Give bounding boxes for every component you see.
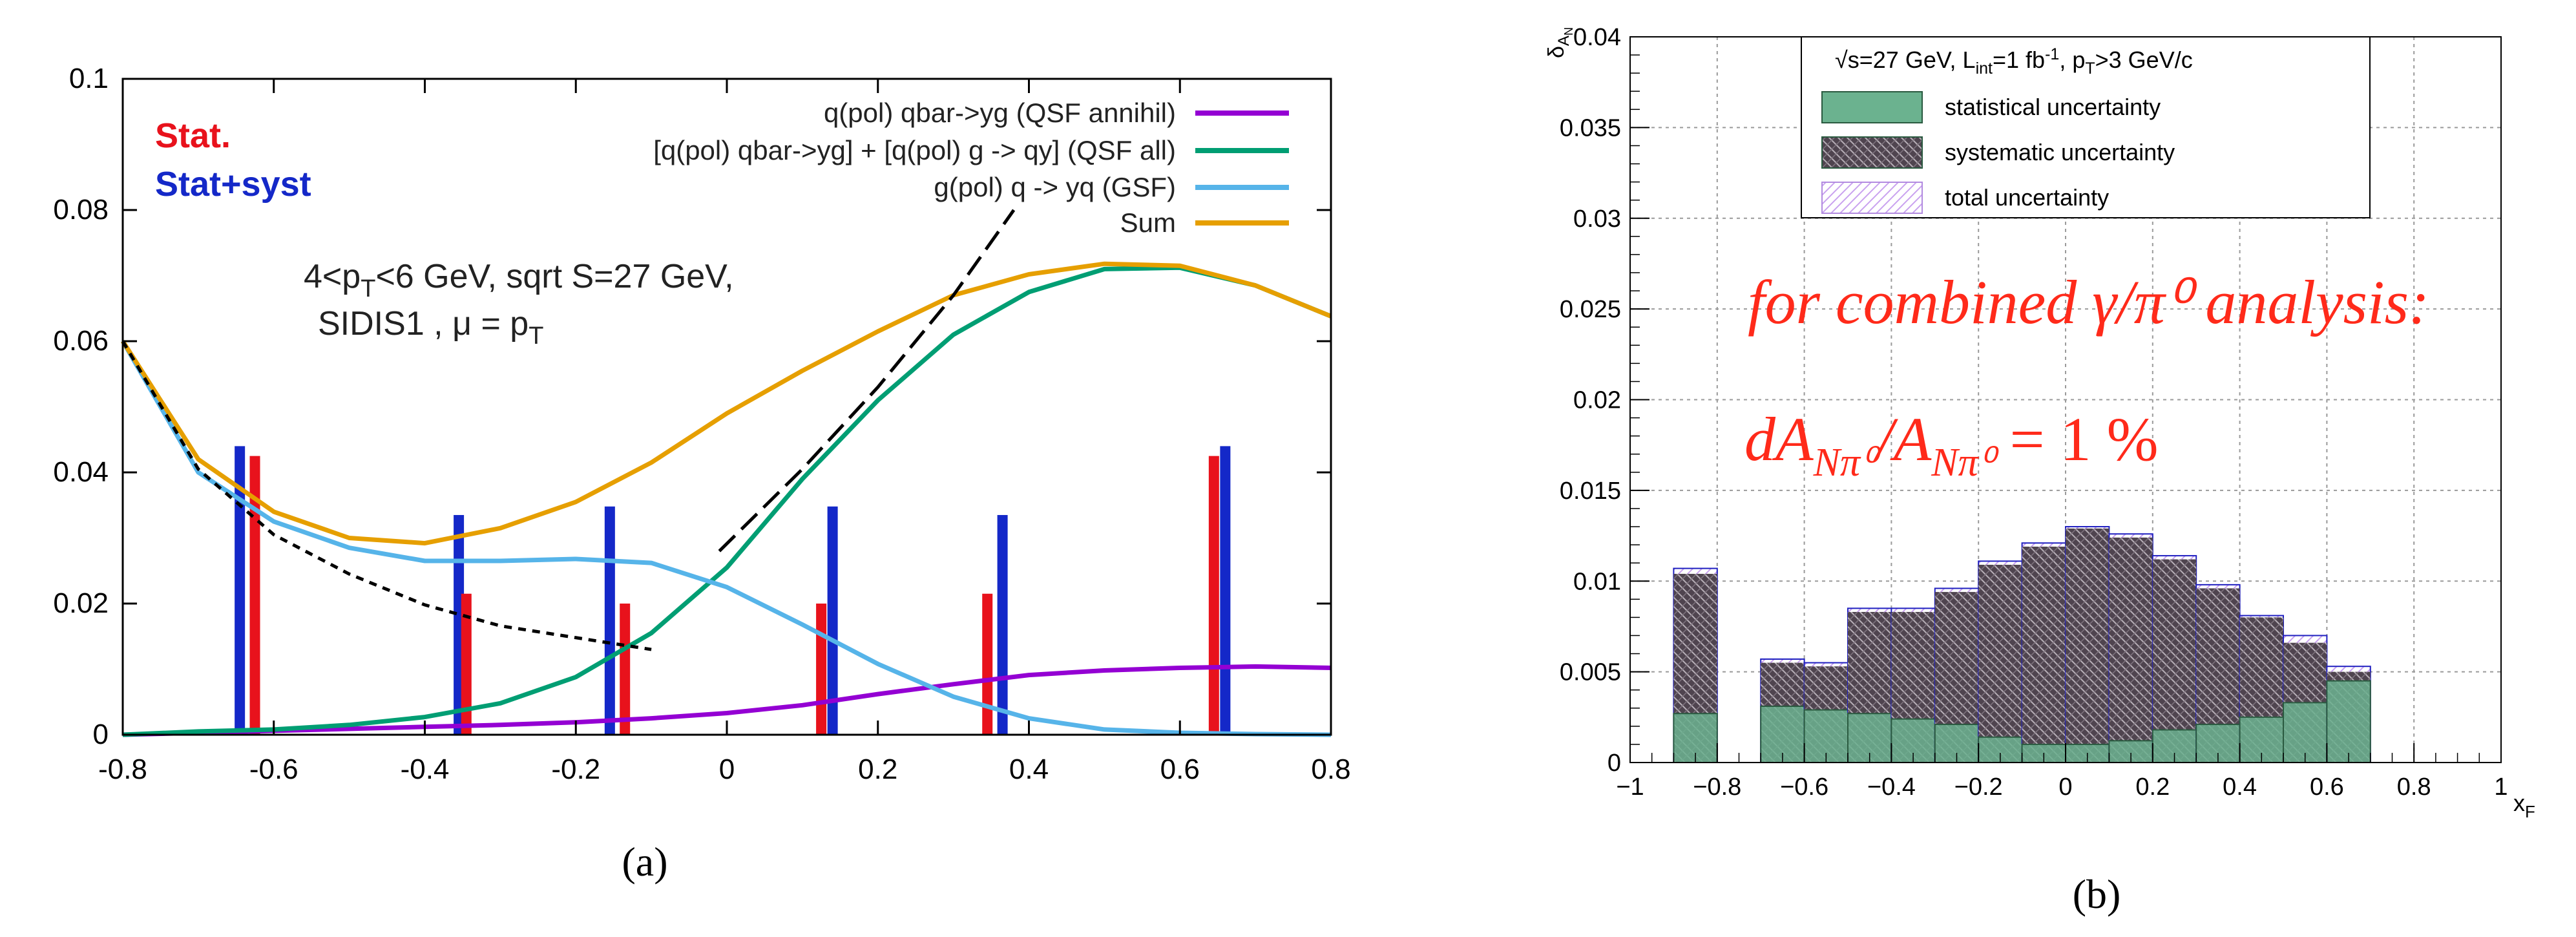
y-tick-label: 0.035	[1560, 114, 1621, 142]
stat-bar	[982, 593, 993, 735]
panel-b-annotation-line2: dANπ⁰/ANπ⁰ = 1 %	[1744, 405, 2159, 485]
stat-syst-bar	[997, 514, 1008, 735]
x-tick-label: 0	[719, 753, 735, 785]
y-tick-label: 0.02	[1573, 387, 1621, 414]
stat-syst-bar	[1220, 446, 1231, 735]
y-tick-label: 0.1	[69, 63, 109, 94]
stat-label: Stat.	[155, 116, 231, 155]
x-tick-label: -0.6	[249, 753, 298, 785]
x-tick-label: 0.4	[1009, 753, 1049, 785]
statistical-uncertainty-bin	[2326, 680, 2371, 763]
panel-a-legend: q(pol) qbar->yg (QSF annihil) [q(pol) qba…	[653, 98, 1289, 238]
panel-b-legend-entries: statistical uncertainty systematic uncert…	[1821, 91, 2175, 214]
legend-label: statistical uncertainty	[1945, 94, 2161, 120]
panel-b-xlabel: xF	[2513, 790, 2535, 821]
y-tick-label: 0.08	[53, 194, 109, 226]
x-tick-label: -0.4	[401, 753, 450, 785]
y-tick-label: 0	[1607, 750, 1621, 777]
x-tick-label: 0.8	[1311, 753, 1350, 785]
x-tick-label: −0.2	[1954, 774, 2003, 801]
legend-swatch-statistical	[1821, 91, 1923, 123]
legend-label: total uncertainty	[1945, 184, 2109, 211]
systematic-uncertainty-bin	[2109, 537, 2153, 763]
statistical-uncertainty-bin	[1803, 709, 1849, 764]
panel-b-caption: (b)	[2073, 871, 2121, 917]
panel-a-ticks: 0 0.02 0.04 0.06 0.08 0.1 -0.8 -0.6 -0.4 -0.2 0 0.2…	[53, 63, 1350, 785]
x-tick-label: 0.2	[858, 753, 897, 785]
systematic-uncertainty-bin	[2066, 528, 2110, 763]
x-tick-label: 0.6	[2310, 774, 2344, 801]
y-tick-label: 0.04	[1573, 24, 1621, 51]
stat-bar	[461, 593, 472, 735]
panel-b-legend-header: √s=27 GeV, Lint=1 fb-1, pT>3 GeV/c	[1835, 45, 2193, 78]
qsf-all-line	[122, 265, 1332, 737]
legend-label: [q(pol) qbar->yg] + [q(pol) g -> qy] (QS…	[653, 135, 1176, 165]
panel-b-ticks: 0 0.005 0.01 0.015 0.02 0.025 0.03 0.035 0.04 −1 −…	[1560, 24, 2508, 801]
legend-label: q(pol) qbar->yg (QSF annihil)	[824, 98, 1176, 128]
x-tick-label: 0.2	[2135, 774, 2170, 801]
x-tick-label: 0	[2058, 774, 2072, 801]
stat-bar	[620, 604, 631, 735]
systematic-uncertainty-bin	[2022, 546, 2066, 763]
panel-a-error-bars	[235, 446, 1231, 735]
y-tick-label: 0.015	[1560, 478, 1621, 505]
stat-bar	[1208, 456, 1219, 735]
y-tick-label: 0.025	[1560, 296, 1621, 323]
panel-b-ylabel: δAN	[1544, 27, 1575, 58]
x-tick-label: 1	[2494, 774, 2508, 801]
panel-a-lines	[120, 209, 1332, 737]
panel-a: 0 0.02 0.04 0.06 0.08 0.1 -0.8 -0.6 -0.4 -0.2 0 0.2…	[53, 63, 1350, 885]
x-tick-label: 0.6	[1160, 753, 1200, 785]
x-tick-label: −1	[1616, 774, 1644, 801]
sum-line	[121, 261, 1332, 546]
x-tick-label: 0.8	[2397, 774, 2431, 801]
y-tick-label: 0.03	[1573, 205, 1621, 233]
legend-label: systematic uncertainty	[1945, 139, 2175, 165]
panel-b-annotation-line1: for combined γ/π⁰ analysis:	[1748, 268, 2429, 337]
stat-bar	[816, 604, 827, 735]
legend-swatch-systematic	[1821, 136, 1923, 169]
y-tick-label: 0.02	[53, 587, 109, 619]
panel-a-caption: (a)	[622, 839, 667, 885]
legend-label: g(pol) q -> yq (GSF)	[934, 172, 1176, 202]
y-tick-label: 0.04	[53, 456, 109, 488]
x-tick-label: −0.6	[1780, 774, 1828, 801]
x-tick-label: 0.4	[2223, 774, 2257, 801]
systematic-uncertainty-bin	[1978, 564, 2022, 763]
qsf-annihil-line	[122, 664, 1332, 737]
systematic-uncertainty-bin	[2152, 559, 2197, 763]
stat-syst-bar	[604, 506, 615, 735]
panel-a-annotation-line1: 4<pT<6 GeV, sqrt S=27 GeV,	[304, 258, 734, 302]
dashed-curve-left	[121, 340, 652, 651]
x-tick-label: −0.8	[1693, 774, 1741, 801]
dashed-curve-right	[718, 209, 1016, 553]
x-tick-label: −0.4	[1867, 774, 1916, 801]
panel-b-histograms	[1673, 526, 2371, 764]
stat-bar	[249, 456, 260, 735]
y-tick-label: 0.01	[1573, 568, 1621, 595]
y-tick-label: 0	[93, 719, 109, 750]
panel-b: 0 0.005 0.01 0.015 0.02 0.025 0.03 0.035 0.04 −1 −…	[1544, 24, 2535, 917]
panel-b-legend: √s=27 GeV, Lint=1 fb-1, pT>3 GeV/c stati…	[1801, 36, 2371, 218]
stat-syst-bar	[827, 506, 838, 735]
gsf-line	[120, 340, 1332, 737]
legend-swatch-total	[1821, 182, 1923, 214]
panel-a-annotation-line2: SIDIS1 , μ = pT	[318, 305, 543, 350]
y-tick-label: 0.005	[1560, 659, 1621, 686]
x-tick-label: -0.8	[98, 753, 147, 785]
stat-syst-bar	[235, 446, 246, 735]
legend-label: Sum	[1120, 207, 1176, 238]
x-tick-label: -0.2	[551, 753, 600, 785]
stat-syst-label: Stat+syst	[155, 165, 311, 204]
y-tick-label: 0.06	[53, 325, 109, 357]
